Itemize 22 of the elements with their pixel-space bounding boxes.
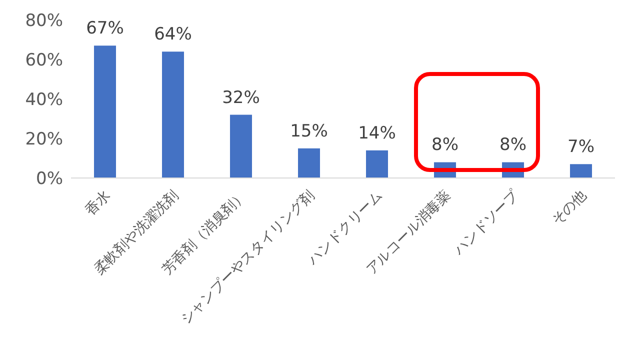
bar	[162, 52, 184, 178]
data-label: 67%	[86, 18, 124, 39]
y-tick-label: 0%	[36, 169, 63, 190]
data-label: 15%	[290, 121, 328, 142]
bar	[570, 164, 592, 178]
x-tick-label: その他	[548, 188, 590, 229]
bar	[366, 150, 388, 178]
data-label: 8%	[432, 135, 458, 156]
data-label: 32%	[222, 88, 260, 108]
bar	[94, 46, 116, 178]
data-label: 14%	[358, 123, 396, 144]
bar	[230, 114, 252, 178]
data-label: 7%	[568, 137, 594, 158]
y-tick-label: 80%	[25, 11, 63, 32]
y-tick-label: 40%	[25, 90, 63, 110]
y-tick-label: 20%	[25, 130, 63, 150]
y-tick-label: 60%	[25, 50, 63, 71]
data-label: 64%	[154, 24, 192, 45]
bar	[298, 148, 320, 178]
data-label: 8%	[500, 135, 526, 156]
x-tick-label: ハンドソープ	[450, 186, 523, 259]
x-tick-label: 香水	[82, 188, 114, 219]
